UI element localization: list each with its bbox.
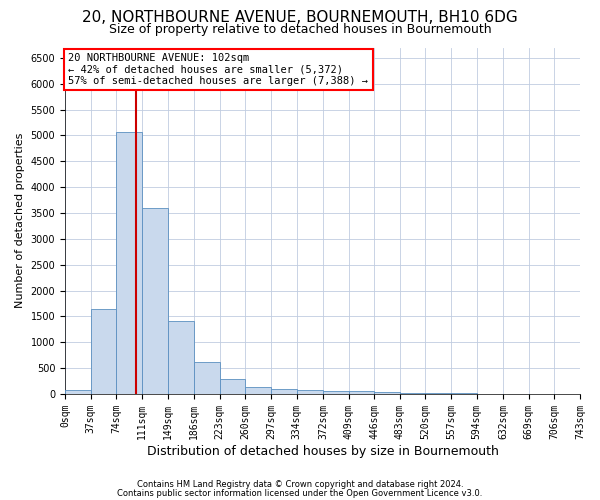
Text: Contains HM Land Registry data © Crown copyright and database right 2024.: Contains HM Land Registry data © Crown c… — [137, 480, 463, 489]
Bar — [400, 392, 425, 394]
Text: Size of property relative to detached houses in Bournemouth: Size of property relative to detached ho… — [109, 22, 491, 36]
Text: 20, NORTHBOURNE AVENUE, BOURNEMOUTH, BH10 6DG: 20, NORTHBOURNE AVENUE, BOURNEMOUTH, BH1… — [82, 10, 518, 25]
Bar — [220, 379, 245, 394]
Bar — [349, 391, 374, 394]
Bar — [245, 387, 271, 394]
Bar — [323, 390, 349, 394]
Bar — [194, 362, 220, 394]
Bar — [91, 308, 116, 394]
Bar — [116, 132, 142, 394]
Bar — [168, 320, 194, 394]
Bar — [65, 390, 91, 394]
Bar — [425, 393, 451, 394]
Text: Contains public sector information licensed under the Open Government Licence v3: Contains public sector information licen… — [118, 489, 482, 498]
X-axis label: Distribution of detached houses by size in Bournemouth: Distribution of detached houses by size … — [146, 444, 499, 458]
Bar — [142, 208, 168, 394]
Text: 20 NORTHBOURNE AVENUE: 102sqm
← 42% of detached houses are smaller (5,372)
57% o: 20 NORTHBOURNE AVENUE: 102sqm ← 42% of d… — [68, 52, 368, 86]
Bar — [374, 392, 400, 394]
Y-axis label: Number of detached properties: Number of detached properties — [15, 133, 25, 308]
Bar — [296, 390, 323, 394]
Bar — [271, 388, 296, 394]
